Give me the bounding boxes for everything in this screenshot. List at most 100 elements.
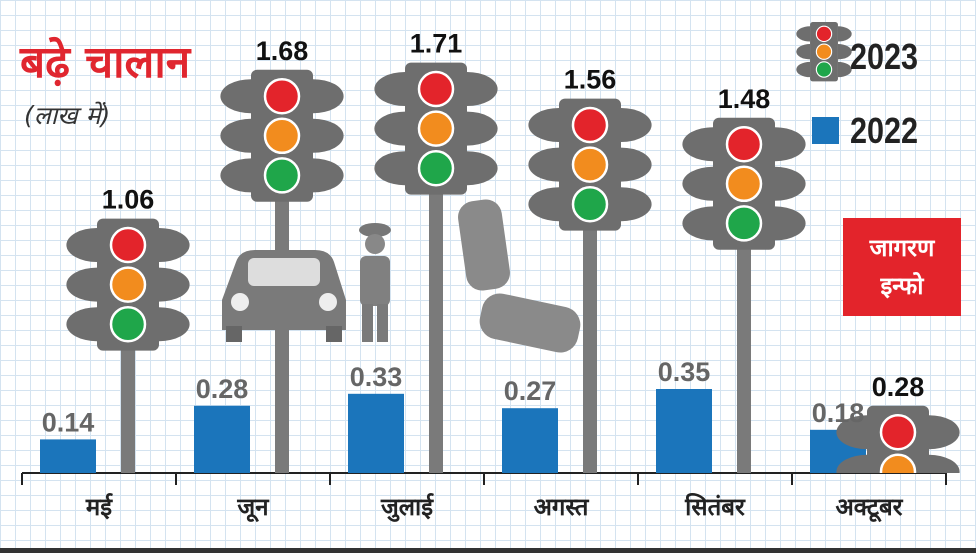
traffic-light-visor-right: [313, 79, 344, 114]
legend-2023-visor-right: [837, 26, 852, 42]
bar-2023-label: 0.28: [872, 372, 925, 402]
legend-2023-amber-lamp-icon: [815, 43, 833, 60]
traffic-light-visor-right: [467, 111, 498, 146]
traffic-light-amber-lamp-icon: [879, 453, 917, 473]
legend-2023-visor-left: [796, 26, 811, 42]
bar-2022-label: 0.28: [196, 374, 249, 404]
traffic-light-visor-left: [374, 151, 405, 186]
traffic-light-visor-left: [374, 111, 405, 146]
traffic-light-visor-right: [775, 206, 806, 241]
traffic-light-visor-right: [621, 108, 652, 142]
month-group-3: [502, 98, 652, 473]
bar-2023-label: 1.71: [410, 29, 463, 59]
bar-2022-label: 0.33: [350, 362, 403, 392]
light-pole: [737, 177, 751, 473]
month-group-0: [40, 218, 190, 473]
month-group-5: [810, 405, 960, 528]
car-crash-icon: [458, 199, 581, 353]
car-wheel: [226, 326, 242, 342]
bar-2022: [348, 393, 404, 473]
bar-2023-label: 1.56: [564, 65, 617, 95]
light-pole: [583, 158, 597, 473]
traffic-light-red-lamp-icon: [109, 226, 147, 264]
bar-2022-label: 0.18: [812, 398, 865, 428]
bar-2022: [194, 405, 250, 473]
legend-2023-red-lamp-icon: [815, 25, 833, 43]
traffic-light-visor-left: [66, 228, 97, 262]
x-tick-label: सितंबर: [684, 493, 746, 521]
x-tick-label: मई: [85, 493, 113, 521]
traffic-light-visor-left: [836, 415, 867, 450]
traffic-light-visor-right: [159, 267, 190, 302]
light-pole: [429, 122, 443, 473]
traffic-light-visor-right: [929, 494, 960, 528]
badge-line-1: जागरण: [869, 234, 935, 262]
traffic-light-visor-left: [220, 158, 251, 193]
x-tick-label: जून: [236, 493, 270, 523]
bottom-border: [0, 548, 976, 553]
x-tick-label: अक्टूबर: [835, 493, 903, 523]
source-badge: जागरण इन्फो: [843, 218, 961, 316]
traffic-light-visor-left: [528, 108, 559, 142]
legend-2023-green-lamp-icon: [815, 61, 833, 78]
traffic-light-visor-right: [929, 415, 960, 450]
car-wheel: [326, 326, 342, 342]
car-icon: [222, 250, 346, 342]
police-leg: [377, 304, 388, 342]
traffic-light-amber-lamp-icon: [725, 165, 763, 203]
traffic-light-amber-lamp-icon: [571, 146, 609, 183]
bar-2022: [502, 408, 558, 473]
month-group-2: [348, 62, 498, 473]
month-group-4: [656, 117, 806, 473]
x-tick-label: अगस्त: [534, 493, 590, 521]
traffic-light-amber-lamp-icon: [263, 117, 301, 155]
chart-title: बढ़े चालान: [20, 37, 191, 88]
police-torso: [360, 256, 390, 306]
police-cap: [359, 223, 391, 237]
badge-line-2: इन्फो: [880, 272, 924, 300]
car-headlight: [319, 293, 337, 311]
bar-2022: [656, 389, 712, 473]
traffic-light-amber-lamp-icon: [109, 266, 147, 303]
traffic-light-visor-left: [682, 127, 713, 162]
traffic-light-visor-right: [313, 158, 344, 193]
traffic-light-red-lamp-icon: [725, 125, 763, 163]
bar-2022-label: 0.27: [504, 376, 557, 406]
legend-2023-visor-left: [796, 44, 811, 60]
traffic-light-green-lamp-icon: [109, 305, 147, 343]
traffic-light-visor-right: [467, 151, 498, 186]
traffic-light-green-lamp-icon: [725, 205, 763, 242]
traffic-light-visor-right: [775, 127, 806, 162]
car-headlight: [231, 293, 249, 311]
traffic-light-visor-right: [467, 72, 498, 106]
traffic-light-visor-right: [929, 454, 960, 473]
traffic-light-visor-left: [66, 307, 97, 342]
traffic-light-red-lamp-icon: [263, 77, 301, 115]
bar-2022-label: 0.14: [42, 407, 95, 437]
traffic-light-red-lamp-icon: [571, 106, 609, 144]
traffic-light-visor-right: [775, 166, 806, 201]
bar-2022-label: 0.35: [658, 357, 711, 387]
legend-2023-visor-right: [837, 61, 852, 78]
legend-2022-label: 2022: [850, 110, 919, 151]
traffic-light-visor-right: [159, 228, 190, 262]
traffic-light-amber-lamp-icon: [417, 110, 455, 147]
traffic-light-visor-right: [313, 118, 344, 153]
traffic-light-visor-right: [621, 187, 652, 222]
police-head: [365, 234, 385, 254]
traffic-light-visor-left: [220, 118, 251, 153]
crash-car-1: [458, 199, 510, 291]
bar-2023-label: 1.06: [102, 185, 155, 215]
traffic-light-visor-left: [836, 454, 867, 473]
traffic-light-green-lamp-icon: [417, 149, 455, 187]
traffic-light-visor-right: [159, 307, 190, 342]
legend-2022-swatch: [812, 117, 839, 144]
traffic-light-visor-left: [528, 187, 559, 222]
traffic-light-visor-right: [621, 147, 652, 182]
chart-subtitle: (लाख में): [24, 101, 111, 130]
traffic-light-visor-left: [220, 79, 251, 114]
legend-2023-visor-right: [837, 44, 852, 60]
crash-car-2: [479, 293, 581, 353]
